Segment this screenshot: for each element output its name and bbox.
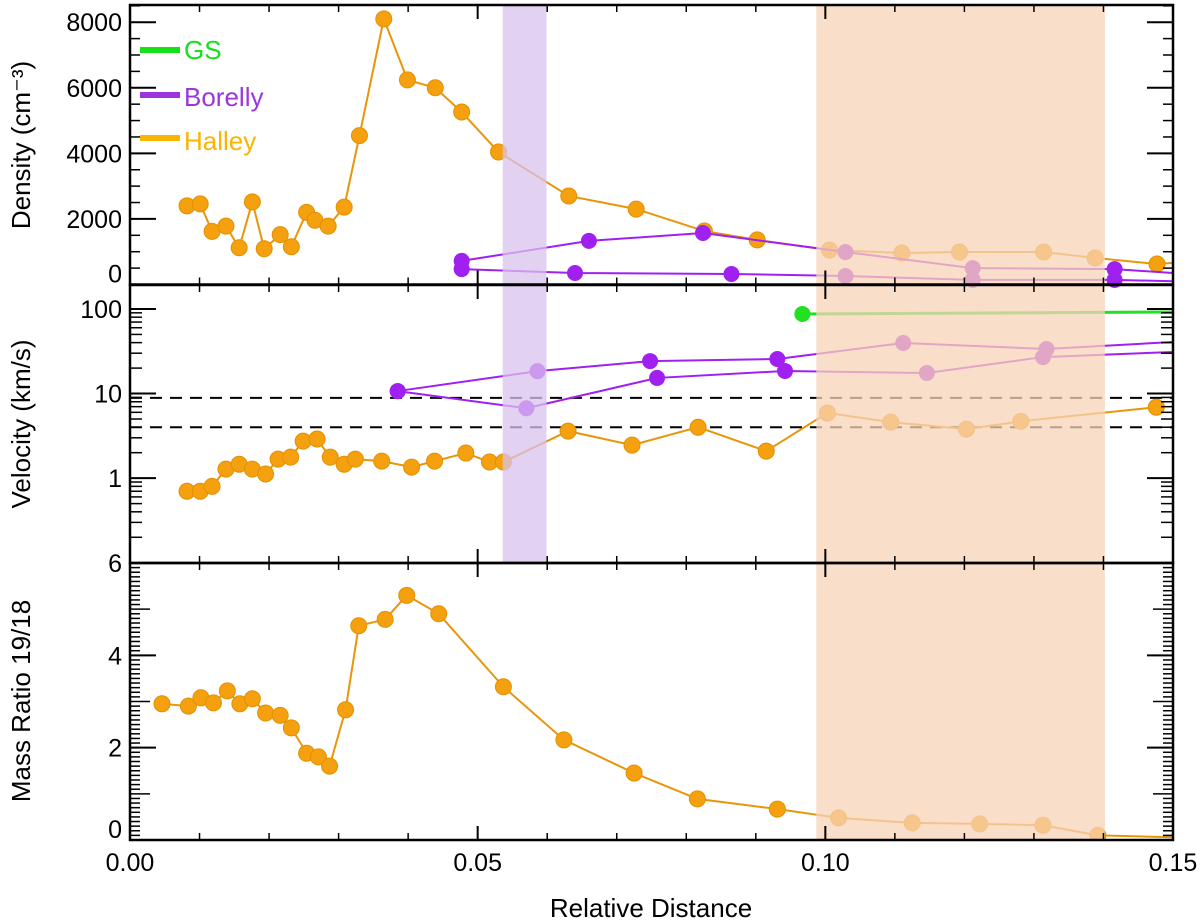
y-tick-label: 0 (108, 261, 122, 289)
x-tick-label: 0.10 (801, 849, 850, 877)
data-point-halley (191, 195, 209, 213)
data-point-borelly-lower (649, 369, 666, 386)
data-point-halley (457, 444, 475, 462)
data-point-halley (689, 418, 707, 436)
data-point-halley (308, 430, 326, 448)
y-tick-label: 4000 (66, 140, 122, 168)
data-point-borelly-lower (567, 265, 584, 282)
orange-band (816, 5, 1105, 285)
data-point-halley (335, 198, 353, 216)
legend-label-halley: Halley (184, 126, 256, 156)
y-tick-label: 8000 (66, 9, 122, 37)
purple-band (502, 285, 547, 563)
shaded-regions-overlay (502, 5, 1105, 840)
data-point-halley (257, 704, 275, 722)
data-point-halley (559, 422, 577, 440)
data-point-halley (271, 226, 289, 244)
data-point-halley (403, 458, 421, 476)
data-point-borelly-upper (694, 225, 711, 242)
data-point-borelly-lower (723, 266, 740, 283)
data-point-borelly-upper (642, 353, 659, 370)
data-point-halley (282, 238, 300, 256)
data-point-halley (757, 442, 775, 460)
data-point-halley (204, 694, 222, 712)
y-tick-label: 6 (108, 550, 122, 578)
y-tick-label: 2 (108, 735, 122, 763)
data-point-halley (282, 448, 300, 466)
data-point-borelly-upper (769, 351, 786, 368)
data-point-halley (218, 682, 236, 700)
data-point-halley (625, 764, 643, 782)
data-point-borelly-lower (453, 261, 470, 278)
data-point-halley (337, 701, 355, 719)
data-point-borelly-upper (580, 232, 597, 249)
y-tick-label: 10 (94, 381, 122, 409)
orange-band (816, 285, 1105, 563)
data-point-halley (230, 239, 248, 257)
x-tick-label: 0.05 (453, 849, 502, 877)
data-point-halley (1148, 255, 1166, 273)
data-point-halley (179, 697, 197, 715)
data-point-halley (203, 477, 221, 495)
y-axis-title-mass-ratio: Mass Ratio 19/18 (6, 600, 36, 802)
orange-band (816, 563, 1105, 840)
data-point-halley (255, 240, 273, 258)
axes: 0 2000 4000 6000 8000 1 10 100 0 2 4 6 0.00 0.05 0.10 0… (66, 3, 1198, 877)
y-tick-label: 100 (80, 296, 122, 324)
data-point-halley (309, 748, 327, 766)
legend-label-borelly: Borelly (184, 82, 263, 112)
data-point-halley (373, 452, 391, 470)
data-point-halley (319, 217, 337, 235)
x-tick-label: 0.15 (1149, 849, 1198, 877)
data-point-halley (398, 586, 416, 604)
data-point-halley (153, 695, 171, 713)
data-point-halley (453, 103, 471, 121)
data-point-halley (494, 678, 512, 696)
data-point-halley (555, 731, 573, 749)
legend: GS Borelly Halley (140, 35, 263, 156)
data-point-borelly-lower (389, 383, 406, 400)
data-point-halley (768, 800, 786, 818)
data-point-halley (243, 193, 261, 211)
y-axis-title-velocity: Velocity (km/s) (6, 339, 36, 508)
purple-band (502, 5, 547, 285)
data-point-halley (426, 452, 444, 470)
y-axis-title-density: Density (cm⁻³) (6, 61, 36, 229)
data-point-borelly-lower (777, 362, 794, 379)
data-point-halley (294, 432, 312, 450)
data-point-halley (560, 187, 578, 205)
x-tick-label: 0.00 (106, 849, 155, 877)
data-point-gs (794, 305, 811, 322)
data-point-halley (271, 706, 289, 724)
data-point-halley (376, 610, 394, 628)
data-point-halley (375, 10, 393, 28)
data-point-halley (321, 757, 339, 775)
data-point-halley (627, 200, 645, 218)
data-point-halley (623, 436, 641, 454)
y-tick-label: 4 (108, 642, 122, 670)
data-point-halley (346, 450, 364, 468)
y-tick-label: 1 (108, 465, 122, 493)
data-point-halley (217, 217, 235, 235)
data-point-halley (282, 719, 300, 737)
data-point-halley (257, 465, 275, 483)
data-point-halley (430, 605, 448, 623)
data-point-halley (350, 617, 368, 635)
data-point-halley (398, 71, 416, 89)
data-point-halley (243, 690, 261, 708)
y-tick-label: 0 (108, 816, 122, 844)
data-point-halley (426, 79, 444, 97)
data-point-halley (688, 790, 706, 808)
x-axis-title: Relative Distance (550, 893, 752, 923)
data-point-halley (321, 448, 339, 466)
data-point-halley (350, 127, 368, 145)
legend-label-gs: GS (184, 35, 222, 65)
y-tick-label: 6000 (66, 75, 122, 103)
y-tick-label: 2000 (66, 206, 122, 234)
